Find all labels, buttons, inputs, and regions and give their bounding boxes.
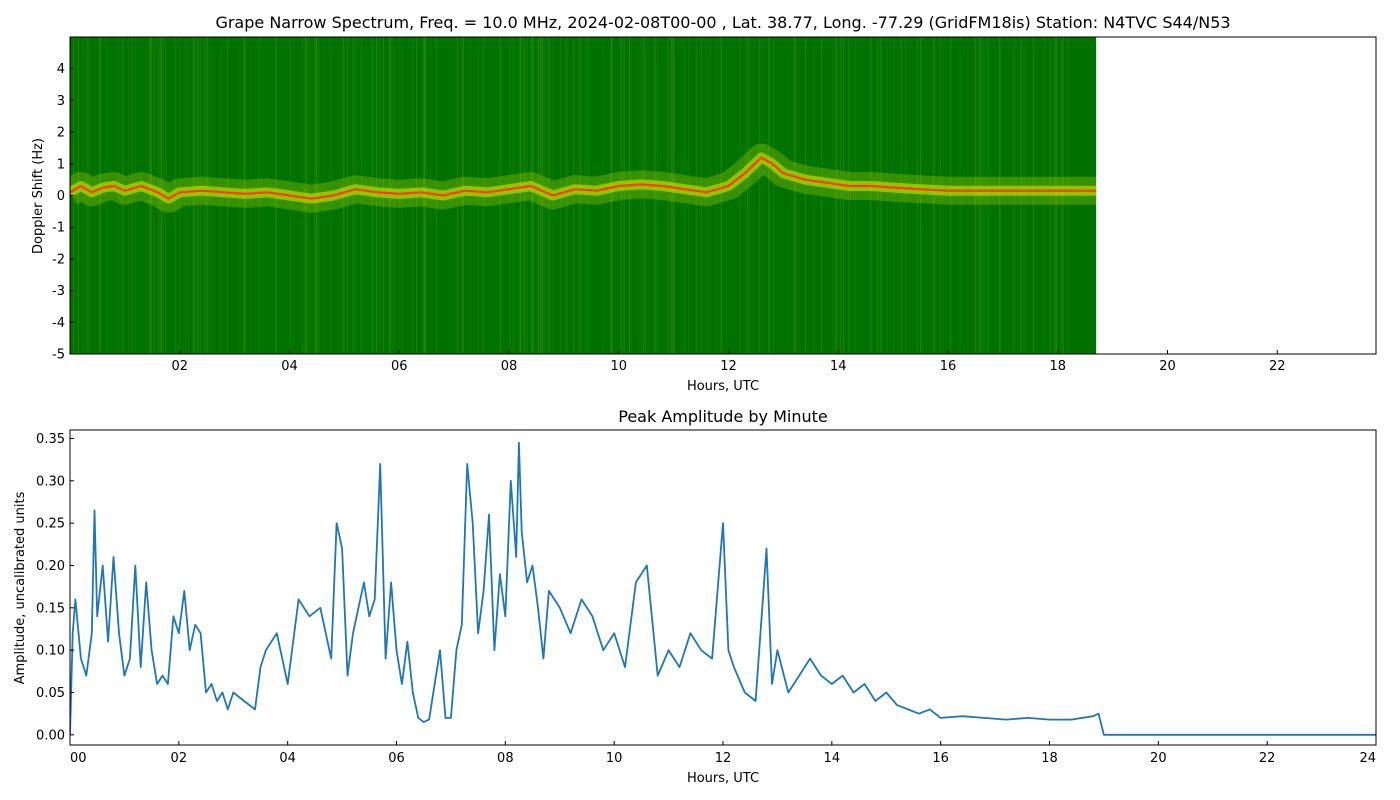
amplitude-y-tick-label: 0.20 <box>36 559 65 574</box>
spectrogram-x-ticks: 02 04 06 08 10 12 14 16 18 20 22 <box>171 350 1286 374</box>
amplitude-x-tick-label: 08 <box>497 751 514 766</box>
amplitude-y-tick-label: 0.05 <box>36 686 65 701</box>
spectrogram-y-tick-label: -4 <box>52 316 65 331</box>
spectrogram-peak-trace <box>70 156 1097 200</box>
amplitude-x-tick-label: 06 <box>388 751 405 766</box>
spectrogram-y-tick-label: 4 <box>57 62 65 77</box>
spectrogram-y-tick-label: 2 <box>57 126 65 141</box>
spectrogram-x-label: Hours, UTC <box>687 379 759 394</box>
amplitude-x-tick-label: 00 <box>70 751 87 766</box>
spectrogram-y-tick-label: 1 <box>57 157 65 172</box>
spectrogram-x-tick-label: 16 <box>940 359 957 374</box>
amplitude-frame <box>69 429 1377 746</box>
amplitude-x-tick-label: 02 <box>171 751 188 766</box>
spectrogram-x-tick-label: 04 <box>281 359 298 374</box>
spectrogram-y-tick-label: -5 <box>52 348 65 363</box>
amplitude-x-tick-label: 16 <box>932 751 949 766</box>
spectrogram-x-tick-label: 10 <box>610 359 627 374</box>
amplitude-y-tick-label: 0.15 <box>36 601 65 616</box>
spectrogram-y-label: Doppler Shift (Hz) <box>31 138 46 254</box>
amplitude-title: Peak Amplitude by Minute <box>618 407 828 426</box>
spectrogram-y-ticks: 4 3 2 1 0 -1 -2 -3 -4 -5 <box>52 62 74 363</box>
amplitude-x-tick-label: 24 <box>1359 751 1376 766</box>
spectrogram-panel: Grape Narrow Spectrum, Freq. = 10.0 MHz,… <box>31 13 1377 394</box>
spectrogram-y-tick-label: -1 <box>52 221 65 236</box>
amplitude-x-ticks: 00 02 04 06 08 10 12 14 16 18 20 22 24 <box>69 741 1377 766</box>
spectrogram-x-tick-label: 18 <box>1049 359 1066 374</box>
spectrogram-x-tick-label: 08 <box>501 359 518 374</box>
amplitude-y-tick-label: 0.10 <box>36 644 65 659</box>
amplitude-panel: Peak Amplitude by Minute 00 02 04 06 08 10 12 1… <box>13 407 1377 786</box>
amplitude-x-tick-label: 14 <box>824 751 841 766</box>
amplitude-y-tick-label: 0.00 <box>36 728 65 743</box>
spectrogram-x-tick-label: 14 <box>830 359 847 374</box>
amplitude-x-tick-label: 12 <box>715 751 732 766</box>
spectrogram-y-tick-label: -3 <box>52 284 65 299</box>
spectrogram-y-tick-label: -2 <box>52 252 65 267</box>
amplitude-y-tick-label: 0.30 <box>36 474 65 489</box>
spectrogram-x-tick-label: 02 <box>171 359 188 374</box>
spectrogram-x-tick-label: 22 <box>1269 359 1286 374</box>
amplitude-x-tick-label: 18 <box>1041 751 1058 766</box>
amplitude-x-tick-label: 20 <box>1150 751 1167 766</box>
spectrogram-x-tick-label: 12 <box>720 359 737 374</box>
amplitude-y-tick-label: 0.35 <box>36 432 65 447</box>
spectrogram-plot-area <box>70 37 1097 354</box>
amplitude-y-tick-label: 0.25 <box>36 517 65 532</box>
spectrogram-x-tick-label: 20 <box>1159 359 1176 374</box>
amplitude-x-tick-label: 10 <box>606 751 623 766</box>
amplitude-y-label: Amplitude, uncalibrated units <box>13 491 28 684</box>
spectrogram-y-tick-label: 3 <box>57 94 65 109</box>
spectrogram-x-tick-label: 06 <box>391 359 408 374</box>
spectrogram-y-tick-label: 0 <box>57 189 65 204</box>
amplitude-y-ticks: 0.35 0.30 0.25 0.20 0.15 0.10 0.05 0.00 <box>36 432 74 743</box>
spectrogram-title: Grape Narrow Spectrum, Freq. = 10.0 MHz,… <box>215 13 1230 32</box>
amplitude-x-tick-label: 22 <box>1259 751 1276 766</box>
amplitude-x-tick-label: 04 <box>279 751 296 766</box>
amplitude-series-line <box>70 441 1376 736</box>
amplitude-x-label: Hours, UTC <box>687 771 759 786</box>
amplitude-plot-area <box>70 441 1376 736</box>
